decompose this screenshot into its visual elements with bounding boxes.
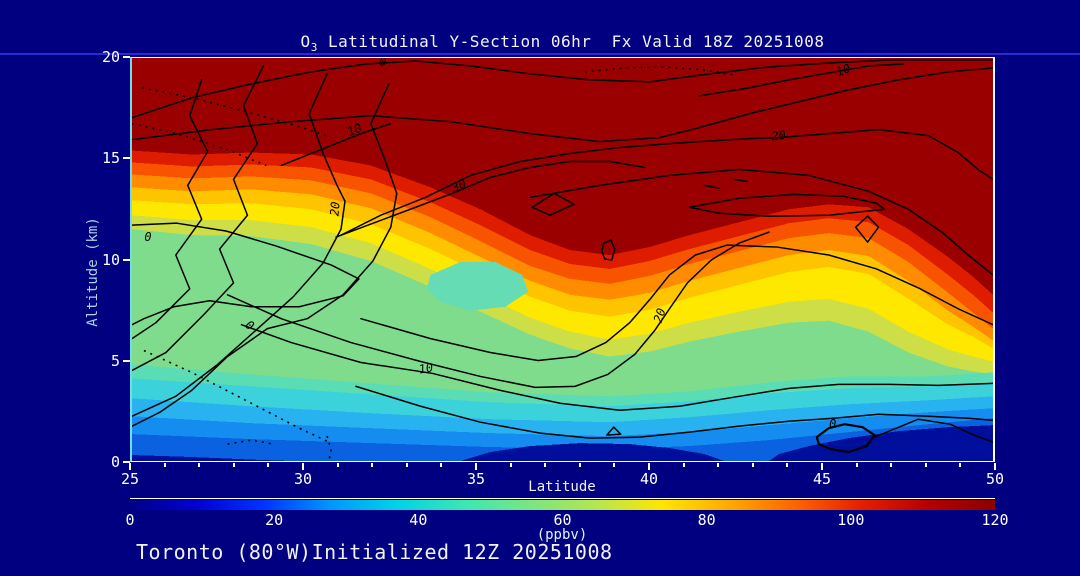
colorbar-units-label: (ppbv) <box>536 527 588 543</box>
x-tick-mark <box>267 463 270 467</box>
x-tick-mark <box>475 463 477 470</box>
y-tick-mark <box>123 461 130 463</box>
title-element: O <box>300 32 311 51</box>
x-tick-mark <box>751 463 754 467</box>
colorbar-tick-label: 100 <box>837 511 865 529</box>
x-tick-label: 25 <box>120 470 140 488</box>
y-tick-label: 5 <box>110 351 120 370</box>
x-tick-label: 50 <box>985 470 1005 488</box>
y-tick-mark <box>123 258 130 261</box>
contour-label: 0 <box>144 230 151 244</box>
x-tick-mark <box>509 463 512 467</box>
y-axis-title: Altitude (km) <box>85 217 101 327</box>
x-tick-mark <box>440 463 443 467</box>
x-tick-label: 45 <box>812 470 832 488</box>
x-tick-mark <box>924 463 927 467</box>
y-tick-label: 15 <box>101 149 120 168</box>
contour-label: 20 <box>651 306 669 324</box>
y-tick-mark <box>123 359 130 362</box>
y-tick-label: 10 <box>101 250 120 269</box>
x-tick-mark <box>994 463 996 470</box>
x-tick-mark <box>855 463 858 467</box>
x-tick-mark <box>890 463 893 467</box>
title-subscript: 3 <box>310 41 318 54</box>
dotted-contour-lines <box>132 66 735 461</box>
x-tick-mark <box>129 463 131 470</box>
x-tick-mark <box>821 463 823 470</box>
contour-label: 10 <box>418 360 435 376</box>
x-tick-mark <box>786 463 789 467</box>
x-tick-label: 30 <box>293 470 313 488</box>
contour-label: 20 <box>327 201 342 217</box>
title-text: Latitudinal Y-Section 06hr Fx Valid 18Z … <box>317 32 825 51</box>
x-tick-label: 35 <box>466 470 486 488</box>
x-tick-mark <box>682 463 685 467</box>
x-tick-mark <box>648 463 650 470</box>
contour-label: 0 <box>379 58 386 69</box>
init-info-text: Toronto (80°W)Initialized 12Z 20251008 <box>136 540 613 564</box>
colorbar <box>130 500 995 510</box>
x-tick-mark <box>371 463 374 467</box>
contour-label: 0 <box>829 417 836 431</box>
y-tick-label: 20 <box>101 48 120 66</box>
x-tick-mark <box>544 463 547 467</box>
x-tick-mark <box>405 463 408 467</box>
contour-lines <box>132 59 993 454</box>
x-tick-mark <box>302 463 304 470</box>
x-tick-mark <box>336 463 339 467</box>
title-separator-line <box>0 53 1080 55</box>
contour-label: 20 <box>771 128 787 143</box>
x-tick-mark <box>717 463 720 467</box>
y-tick-mark <box>123 56 130 58</box>
colorbar-tick-label: 120 <box>981 511 1009 529</box>
page-title: O3 Latitudinal Y-Section 06hr Fx Valid 1… <box>130 32 995 54</box>
y-tick-mark <box>123 157 130 160</box>
y-tick-label: 0 <box>110 453 120 471</box>
colorbar-tick-label: 0 <box>125 511 135 529</box>
x-tick-mark <box>578 463 581 467</box>
contour-label: 10 <box>345 121 364 139</box>
x-axis-title: Latitude <box>528 479 596 495</box>
filled-bands <box>132 58 993 461</box>
x-tick-mark <box>198 463 201 467</box>
contour-label: 10 <box>834 61 852 79</box>
colorbar-top-line <box>130 498 995 499</box>
x-tick-mark <box>959 463 962 467</box>
contour-plot-area: 0 10 20 10 30 20 0 20 10 0 0 <box>130 57 995 462</box>
colorbar-tick-label: 40 <box>409 511 428 529</box>
x-tick-mark <box>163 463 166 467</box>
colorbar-tick-label: 80 <box>697 511 716 529</box>
x-tick-mark <box>232 463 235 467</box>
colorbar-tick-label: 20 <box>265 511 284 529</box>
contour-label: 30 <box>449 176 469 195</box>
x-tick-label: 40 <box>639 470 659 488</box>
colorbar-tick-label: 60 <box>553 511 572 529</box>
x-tick-mark <box>613 463 616 467</box>
